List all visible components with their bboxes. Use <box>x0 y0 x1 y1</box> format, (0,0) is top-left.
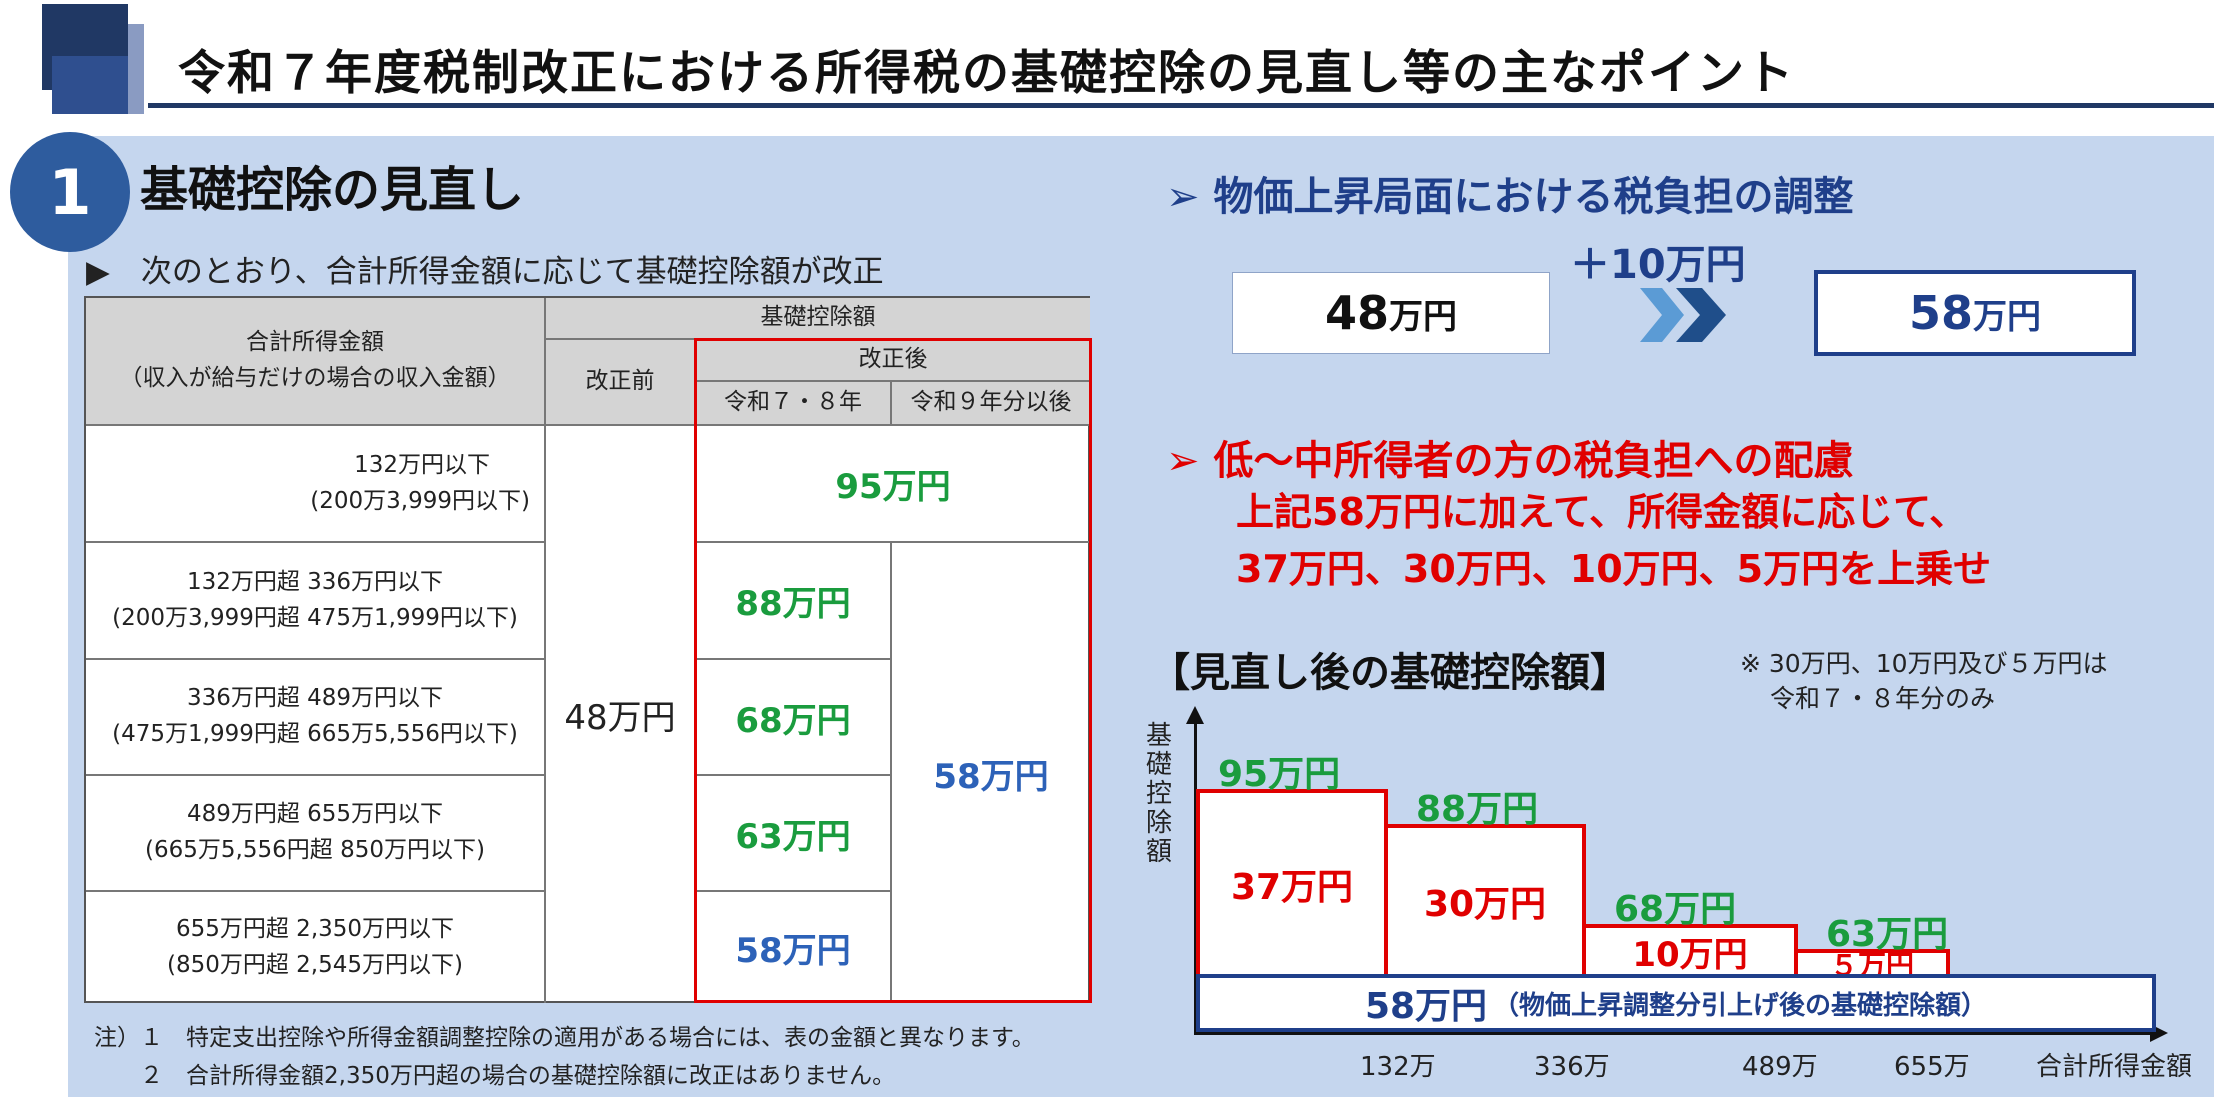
income-range: 336万円超 489万円以下 <box>186 685 444 712</box>
relief-line-2: 37万円、30万円、10万円、5万円を上乗せ <box>1236 547 1992 591</box>
income-range-salary: (665万5,556円超 850万円以下) <box>145 837 485 863</box>
header-after: 改正後 <box>696 340 1090 380</box>
income-range-salary: (475万1,999円超 665万5,556円以下) <box>112 721 518 747</box>
header-income-line2: （収入が給与だけの場合の収入金額） <box>119 365 511 391</box>
table-row-income-1: 132万円以下 (200万3,999円以下) <box>96 426 536 541</box>
before-amount-unit: 万円 <box>1389 296 1457 337</box>
income-range: 132万円超 336万円以下 <box>186 568 444 595</box>
x-axis-label: 合計所得金額 <box>2036 1052 2193 1082</box>
x-tick-label: 655万 <box>1894 1052 1970 1082</box>
y-axis-arrow-icon <box>1186 706 1204 724</box>
chart-y-axis <box>1194 720 1197 1034</box>
chart-note: ※ 30万円、10万円及び５万円は 令和７・８年分のみ <box>1740 646 2108 716</box>
deduction-table: 合計所得金額 （収入が給与だけの場合の収入金額） 基礎控除額 改正前 改正後 令… <box>84 296 1092 1003</box>
x-tick-label: 489万 <box>1742 1052 1818 1082</box>
chart-bar-addition: 37万円 <box>1196 789 1388 978</box>
relief-description: 上記58万円に加えて、所得金額に応じて、 37万円、30万円、10万円、5万円を… <box>1236 484 1991 598</box>
x-tick-label: 132万 <box>1360 1052 1436 1082</box>
before-value: 48万円 <box>564 698 676 738</box>
header-income: 合計所得金額 （収入が給与だけの場合の収入金額） <box>86 298 544 424</box>
income-range: 655万円超 2,350万円以下 <box>175 915 455 942</box>
heading-low-income-relief: ➢ 低～中所得者の方の税負担への配慮 <box>1166 438 1854 484</box>
table-notes: 注）１ 特定支出控除や所得金額調整控除の適用がある場合には、表の金額と異なります… <box>94 1020 1035 1096</box>
header-income-line1: 合計所得金額 <box>246 329 384 356</box>
increase-label: ＋10万円 <box>1570 242 1746 288</box>
header-decoration-bar <box>128 24 144 114</box>
chart-bar-addition: 30万円 <box>1384 824 1586 978</box>
x-tick-label: 336万 <box>1534 1052 1610 1082</box>
chart-title: 【見直し後の基礎控除額】 <box>1150 650 1630 696</box>
heading-inflation-adjustment: ➢ 物価上昇局面における税負担の調整 <box>1166 174 1854 220</box>
after-amount-unit: 万円 <box>1973 296 2041 337</box>
income-range-salary: (200万3,999円以下) <box>310 487 530 514</box>
relief-line-1: 上記58万円に加えて、所得金額に応じて、 <box>1236 490 1968 534</box>
section-intro: ▶ 次のとおり、合計所得金額に応じて基礎控除額が改正 <box>86 254 884 290</box>
chart-x-axis <box>1194 1032 2154 1035</box>
chart-base-bar: 58万円 （物価上昇調整分引上げ後の基礎控除額） <box>1196 974 2156 1032</box>
after-amount-number: 58 <box>1908 286 1973 340</box>
header-r78: 令和７・８年 <box>696 382 890 424</box>
income-range: 132万円以下 <box>354 451 490 478</box>
chart-note-line1: ※ 30万円、10万円及び５万円は <box>1740 649 2108 678</box>
chart-bar-total-label: 68万円 <box>1614 889 1737 930</box>
before-amount-number: 48 <box>1324 286 1389 340</box>
table-row-income-3: 336万円超 489万円以下 (475万1,999円超 665万5,556円以下… <box>86 660 544 774</box>
r9-value: 58万円 <box>933 756 1049 797</box>
r78-value-row2: 88万円 <box>735 584 851 624</box>
before-amount-box: 48 万円 <box>1232 272 1550 354</box>
income-range: 489万円超 655万円以下 <box>186 801 444 828</box>
table-row-income-4: 489万円超 655万円以下 (665万5,556円超 850万円以下) <box>86 776 544 890</box>
chart-note-line2: 令和７・８年分のみ <box>1770 684 1996 713</box>
section-title: 基礎控除の見直し <box>140 162 525 218</box>
page-title: 令和７年度税制改正における所得税の基礎控除の見直し等の主なポイント <box>178 46 1795 101</box>
base-sublabel: （物価上昇調整分引上げ後の基礎控除額） <box>1493 990 1988 1021</box>
chart-y-label: 基礎控除額 <box>1145 721 1172 868</box>
income-range-salary: (200万3,999円超 475万1,999円以下) <box>112 604 518 631</box>
r78-value-row4: 63万円 <box>735 816 851 857</box>
chart-bar-total-label: 95万円 <box>1218 754 1341 795</box>
section-number-badge: 1 <box>10 132 130 252</box>
r78-value-row3: 68万円 <box>735 700 851 741</box>
after-value-row1: 95万円 <box>835 467 951 507</box>
header-before: 改正前 <box>546 340 694 424</box>
table-row-income-5: 655万円超 2,350万円以下 (850万円超 2,545万円以下) <box>86 892 544 1003</box>
after-amount-box: 58 万円 <box>1814 270 2136 356</box>
note-1: 注）１ 特定支出控除や所得金額調整控除の適用がある場合には、表の金額と異なります… <box>94 1025 1035 1051</box>
table-row-income-2: 132万円超 336万円以下 (200万3,999円超 475万1,999円以下… <box>86 543 544 658</box>
r78-value-row5: 58万円 <box>735 931 851 971</box>
header-deduction: 基礎控除額 <box>546 298 1090 338</box>
after-highlight-frame <box>694 338 1092 1003</box>
header-r9: 令和９年分以後 <box>892 382 1090 424</box>
income-range-salary: (850万円超 2,545万円以下) <box>166 951 463 978</box>
chart-bar-total-label: 88万円 <box>1416 789 1539 830</box>
note-2: ２ 合計所得金額2,350万円超の場合の基礎控除額に改正はありません。 <box>94 1062 896 1089</box>
double-chevron-icon <box>1640 288 1726 342</box>
header-rule <box>148 103 2214 108</box>
base-label: 58万円 <box>1364 986 1488 1027</box>
chart-bar-addition: 10万円 <box>1582 924 1798 978</box>
chart-bar-total-label: 63万円 <box>1826 914 1949 955</box>
